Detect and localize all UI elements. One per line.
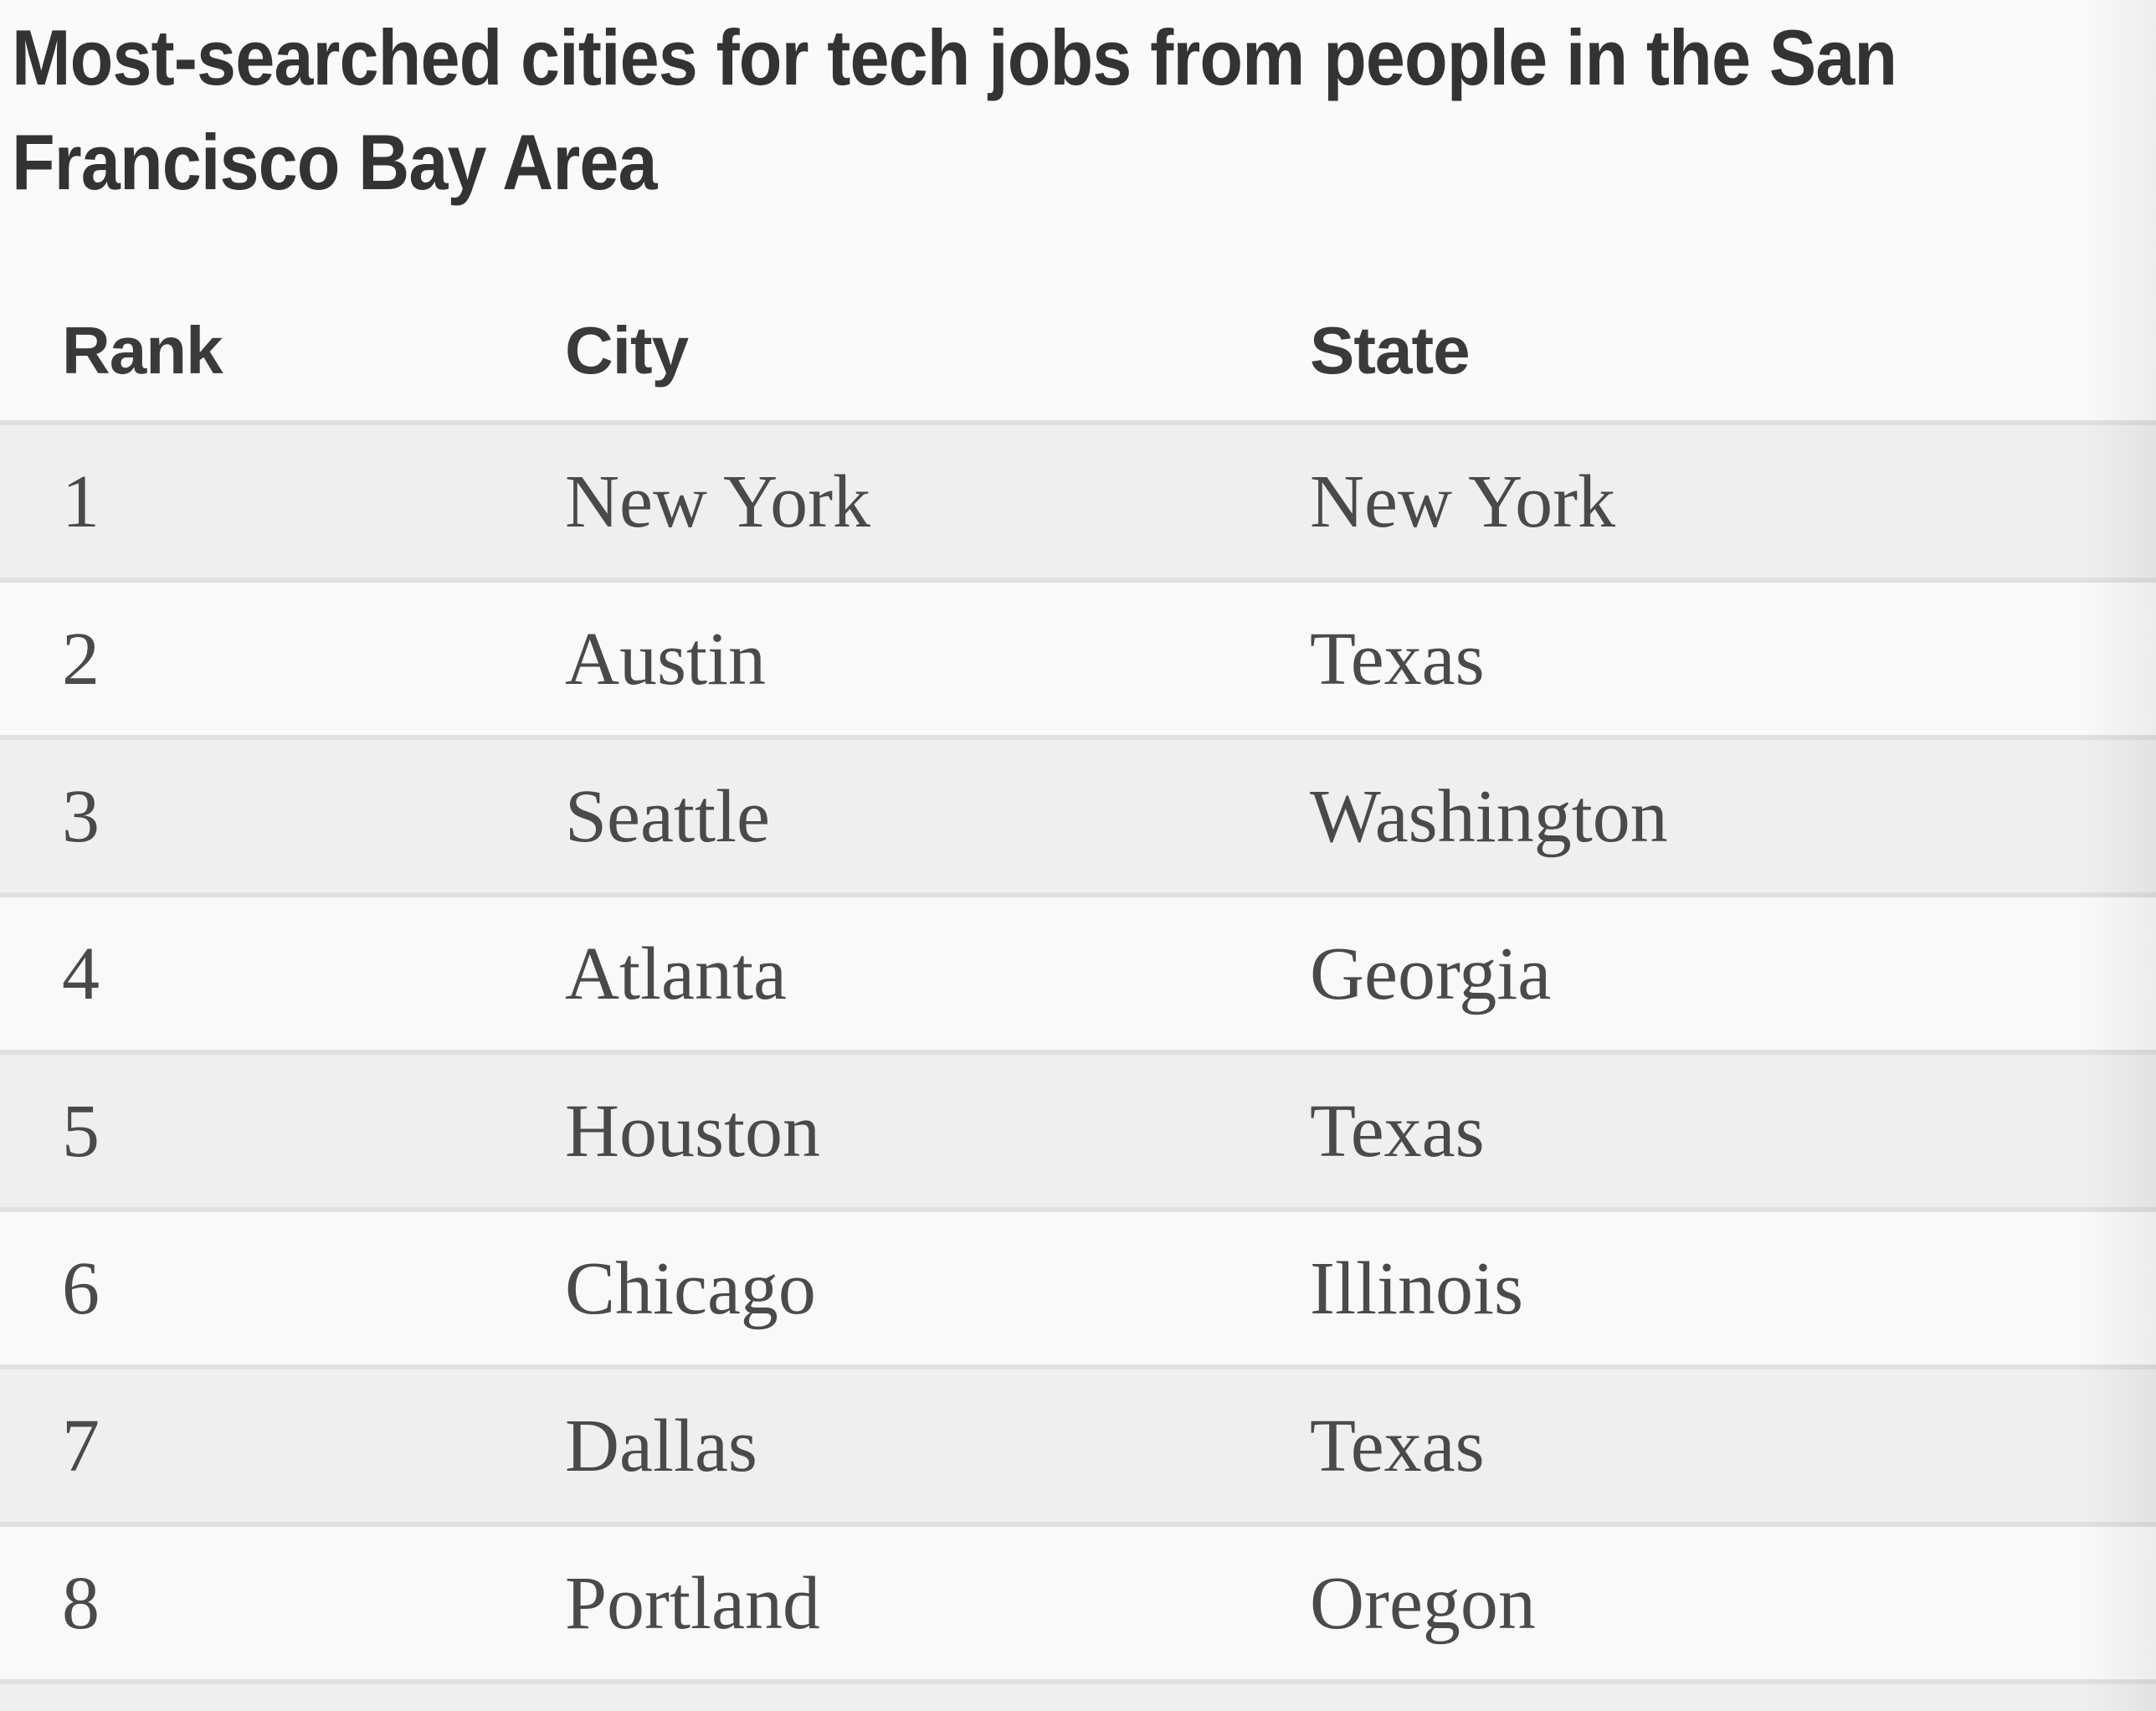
page-title-line-1: Most-searched cities for tech jobs from …	[12, 13, 1897, 101]
page-title-line-2: Francisco Bay Area	[12, 118, 658, 206]
city-cell: Dallas	[565, 1404, 757, 1487]
rank-cell: 8	[62, 1561, 100, 1645]
rank-cell: 5	[62, 1089, 100, 1173]
state-cell: Oregon	[1310, 1561, 1536, 1645]
ranking-table: Rank City State 1 New York New York 2 Au…	[0, 214, 2156, 1711]
table-row: 8 Portland Oregon	[0, 1522, 2156, 1679]
table-row: 3 Seattle Washington	[0, 735, 2156, 892]
city-cell: Austin	[565, 617, 767, 701]
table-row: 1 New York New York	[0, 420, 2156, 578]
page-title: Most-searched cities for tech jobs from …	[0, 0, 2156, 214]
table-row: 6 Chicago Illinois	[0, 1207, 2156, 1364]
table-row: 2 Austin Texas	[0, 578, 2156, 735]
rank-cell: 7	[62, 1404, 100, 1487]
column-header-city: City	[565, 313, 689, 388]
city-cell: Chicago	[565, 1246, 816, 1330]
state-cell: Washington	[1310, 774, 1668, 858]
city-cell: Portland	[565, 1561, 820, 1645]
state-cell: Georgia	[1310, 932, 1552, 1015]
state-cell: Texas	[1310, 1404, 1485, 1487]
state-cell: Texas	[1310, 1089, 1485, 1173]
column-header-rank: Rank	[62, 313, 223, 388]
table-row-partial	[0, 1679, 2156, 1711]
rank-cell: 3	[62, 774, 100, 858]
state-cell: Texas	[1310, 617, 1485, 701]
table-header-row: Rank City State	[0, 214, 2156, 420]
rank-cell: 1	[62, 460, 100, 543]
city-cell: Houston	[565, 1089, 821, 1173]
rank-cell: 6	[62, 1246, 100, 1330]
table-row: 7 Dallas Texas	[0, 1364, 2156, 1522]
table-row: 5 Houston Texas	[0, 1050, 2156, 1207]
city-cell: Atlanta	[565, 932, 787, 1015]
city-cell: New York	[565, 460, 871, 543]
state-cell: Illinois	[1310, 1246, 1524, 1330]
state-cell: New York	[1310, 460, 1616, 543]
column-header-state: State	[1310, 313, 1471, 388]
rank-cell: 4	[62, 932, 100, 1015]
city-cell: Seattle	[565, 774, 770, 858]
rank-cell: 2	[62, 617, 100, 701]
table-row: 4 Atlanta Georgia	[0, 892, 2156, 1050]
